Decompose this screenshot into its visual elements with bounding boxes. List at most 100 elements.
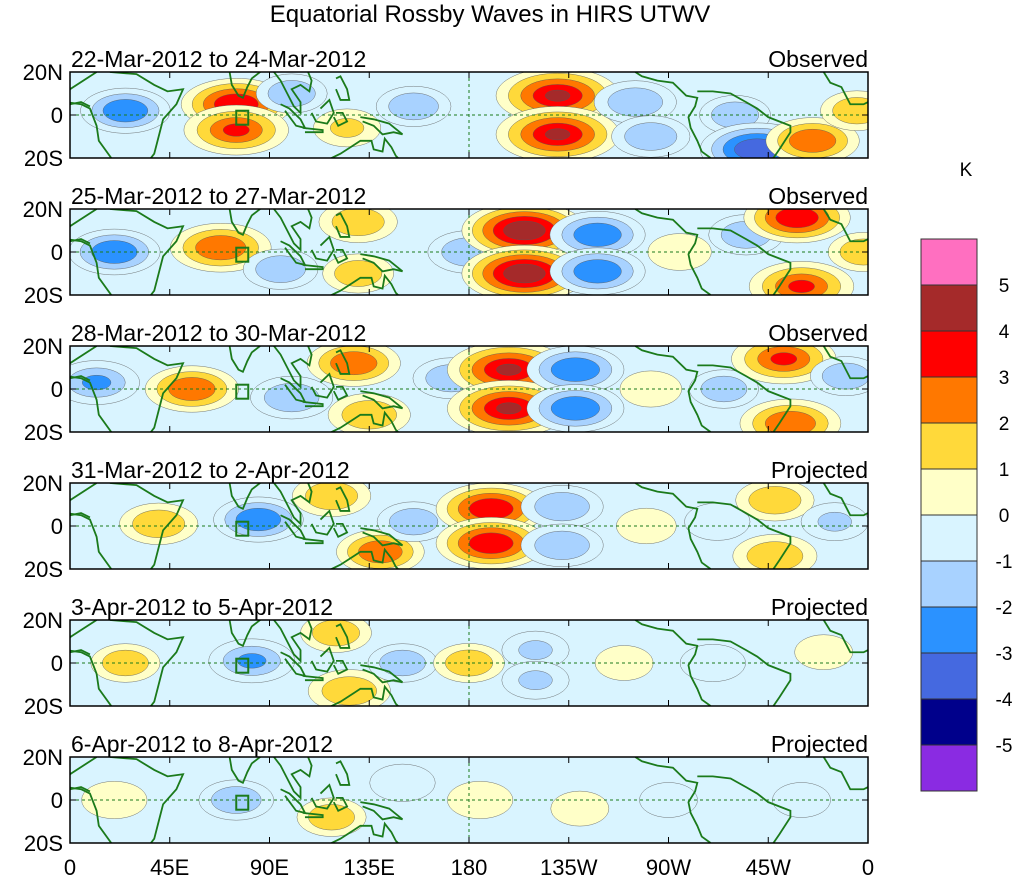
coastline xyxy=(822,346,868,380)
colorbar-tick-label: -3 xyxy=(996,644,1013,665)
anomaly-field xyxy=(70,209,868,295)
contour-level xyxy=(496,402,522,415)
colorbar-unit-label: K xyxy=(960,160,973,181)
anomaly-negative xyxy=(376,501,451,542)
x-tick-label: 90E xyxy=(250,855,289,880)
y-tick-label: 20N xyxy=(23,608,63,633)
coastline xyxy=(70,512,91,519)
coastline xyxy=(335,486,351,512)
y-tick-label: 20S xyxy=(24,557,63,582)
coastline xyxy=(634,72,712,158)
contour-level xyxy=(334,260,383,287)
colorbar-swatch xyxy=(920,652,978,700)
anomaly-positive xyxy=(183,104,289,156)
contour-level xyxy=(330,118,365,138)
anomaly-positive xyxy=(619,370,682,408)
panel-status-label: Projected xyxy=(771,457,868,483)
contour-level xyxy=(264,383,320,413)
y-tick-label: 20S xyxy=(24,831,63,856)
y-tick-label: 20N xyxy=(23,745,63,770)
anomaly-positive xyxy=(827,232,868,272)
coastline xyxy=(697,227,792,295)
anomaly-positive xyxy=(749,261,854,295)
coastlines xyxy=(70,209,868,295)
contour-level xyxy=(639,782,698,818)
coastline xyxy=(634,209,712,295)
anomaly-negative xyxy=(375,85,452,127)
coastline xyxy=(302,675,324,682)
panel-period-label: 25-Mar-2012 to 27-Mar-2012 xyxy=(71,183,366,209)
contour-level xyxy=(770,352,798,366)
colorbar-tick-label: -1 xyxy=(996,552,1013,573)
y-tick-label: 0 xyxy=(51,514,63,539)
coastline xyxy=(310,646,335,673)
anomaly-negative xyxy=(520,523,604,567)
anomaly-negative xyxy=(520,485,604,529)
contour-level xyxy=(102,99,149,123)
contour-level xyxy=(503,220,546,241)
panel-6: 20N 0 20S 6-Apr-2012 to 8-Apr-2012 Projected xyxy=(23,731,869,856)
coastline xyxy=(335,623,351,649)
coastline xyxy=(822,620,868,654)
y-tick-label: 0 xyxy=(51,788,63,813)
coastline xyxy=(332,522,349,538)
coastline xyxy=(335,212,351,238)
y-tick-label: 20S xyxy=(24,283,63,308)
coastline xyxy=(697,364,792,432)
coastline xyxy=(360,801,404,821)
contour-level xyxy=(321,676,377,706)
coastline xyxy=(332,659,349,675)
colorbar-swatch xyxy=(920,284,978,332)
coastline xyxy=(329,136,400,158)
coastline xyxy=(228,483,313,526)
colorbar-tick-label: 2 xyxy=(999,414,1010,435)
anomaly-negative xyxy=(593,80,677,124)
coastline xyxy=(822,757,868,791)
contour-level xyxy=(388,92,439,121)
coastline xyxy=(697,775,792,843)
panel-3: 20N 0 20S 28-Mar-2012 to 30-Mar-2012 Observe… xyxy=(23,320,869,445)
coastline xyxy=(228,209,313,252)
coastline xyxy=(360,664,404,684)
panel-status-label: Projected xyxy=(771,731,868,757)
chart-title: Equatorial Rossby Waves in HIRS UTWV xyxy=(270,1,711,28)
coastline xyxy=(70,346,185,432)
coastline xyxy=(329,684,400,706)
contour-level xyxy=(545,128,571,141)
contour-level xyxy=(746,541,804,569)
anomaly-negative xyxy=(549,247,646,295)
coastline xyxy=(329,547,400,569)
coastline xyxy=(822,209,868,243)
coastline xyxy=(70,483,185,569)
contour-level xyxy=(237,653,267,669)
contour-level xyxy=(534,492,590,522)
colorbar: K 5 4 3 2 1 0 -1 -2 -3 -4 -5 xyxy=(920,160,1013,792)
x-tick-label: 180 xyxy=(451,855,488,880)
x-tick-label: 135E xyxy=(344,855,395,880)
x-tick-label: 135W xyxy=(540,855,598,880)
coastline xyxy=(822,483,868,517)
coastline xyxy=(70,209,185,295)
coastlines xyxy=(70,757,868,843)
anomaly-positive xyxy=(743,209,851,244)
coastline xyxy=(360,253,404,273)
colorbar-swatch xyxy=(920,330,978,378)
contour-level xyxy=(305,483,358,510)
anomaly-field xyxy=(70,346,868,432)
anomaly-positive xyxy=(300,620,372,653)
colorbar-tick-label: 5 xyxy=(999,276,1010,297)
x-tick-label: 45W xyxy=(746,855,791,880)
anomaly-negative xyxy=(80,87,171,134)
contour-level xyxy=(369,763,436,802)
reference-box xyxy=(235,109,250,126)
panel-period-label: 3-Apr-2012 to 5-Apr-2012 xyxy=(71,594,333,620)
panel-5: 20N 0 20S 3-Apr-2012 to 5-Apr-2012 Projected xyxy=(23,594,869,719)
coastline xyxy=(329,821,400,843)
coastline xyxy=(332,796,349,812)
anomaly-negative xyxy=(810,356,868,396)
colorbar-tick-label: -2 xyxy=(996,598,1013,619)
contour-level xyxy=(518,670,553,690)
colorbar-tick-label: -5 xyxy=(996,736,1013,757)
contour-level xyxy=(331,209,385,236)
coastline xyxy=(302,264,324,271)
